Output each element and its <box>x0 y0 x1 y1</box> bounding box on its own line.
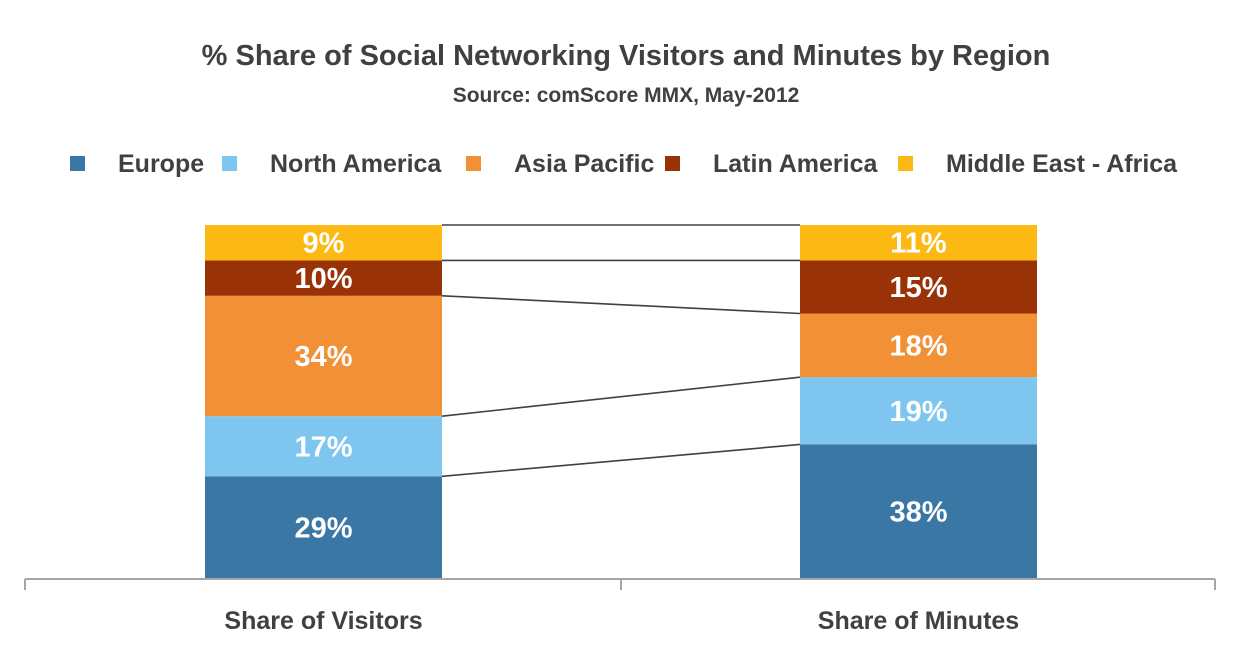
legend-swatch-europe <box>70 156 85 171</box>
series-line-europe <box>441 443 801 478</box>
x-tick-label-share-of-visitors: Share of Visitors <box>224 607 422 635</box>
bar-segment-asia-pacific-share-of-visitors <box>205 295 442 417</box>
bar-segment-north-america-share-of-visitors <box>205 416 442 477</box>
legend: Europe North America Asia Pacific Latin Ame… <box>70 150 1178 178</box>
legend-label-asia-pacific: Asia Pacific <box>514 150 654 178</box>
series-line-asia-pacific <box>441 295 801 315</box>
data-label-middle-east-africa-share-of-minutes: 11% <box>890 228 947 260</box>
series-line-north-america <box>441 376 801 417</box>
data-label-north-america-share-of-visitors: 17% <box>294 431 352 463</box>
legend-swatch-asia-pacific <box>466 156 481 171</box>
bar-segment-asia-pacific-share-of-minutes <box>800 313 1037 378</box>
series-lines <box>441 224 801 478</box>
data-label-latin-america-share-of-minutes: 15% <box>889 272 947 304</box>
data-label-europe-share-of-minutes: 38% <box>889 497 947 529</box>
bar-segment-europe-share-of-visitors <box>205 476 442 579</box>
data-label-latin-america-share-of-visitors: 10% <box>294 263 352 295</box>
x-tick-label-share-of-minutes: Share of Minutes <box>818 607 1019 635</box>
bar-share-of-minutes <box>800 225 1037 579</box>
data-label-europe-share-of-visitors: 29% <box>294 513 352 545</box>
bar-segment-middle-east-africa-share-of-visitors <box>205 225 442 261</box>
chart-subtitle: Source: comScore MMX, May-2012 <box>452 84 800 107</box>
chart-title: % Share of Social Networking Visitors an… <box>201 40 1051 72</box>
legend-label-middle-east-africa: Middle East - Africa <box>946 150 1178 178</box>
bar-segment-europe-share-of-minutes <box>800 444 1037 579</box>
data-label-middle-east-africa-share-of-visitors: 9% <box>303 228 345 260</box>
data-label-north-america-share-of-minutes: 19% <box>889 396 947 428</box>
legend-swatch-middle-east-africa <box>898 156 913 171</box>
legend-label-north-america: North America <box>270 150 442 178</box>
legend-label-europe: Europe <box>118 150 204 178</box>
bar-segment-north-america-share-of-minutes <box>800 377 1037 445</box>
x-axis: Share of Visitors Share of Minutes <box>24 578 1216 635</box>
bar-segment-latin-america-share-of-visitors <box>205 260 442 296</box>
data-label-asia-pacific-share-of-minutes: 18% <box>889 330 947 362</box>
bar-segment-latin-america-share-of-minutes <box>800 260 1037 314</box>
bar-segment-middle-east-africa-share-of-minutes <box>800 225 1037 261</box>
bar-share-of-visitors <box>205 225 442 579</box>
legend-swatch-north-america <box>222 156 237 171</box>
legend-label-latin-america: Latin America <box>713 150 879 178</box>
legend-swatch-latin-america <box>665 156 680 171</box>
data-label-asia-pacific-share-of-visitors: 34% <box>294 341 352 373</box>
